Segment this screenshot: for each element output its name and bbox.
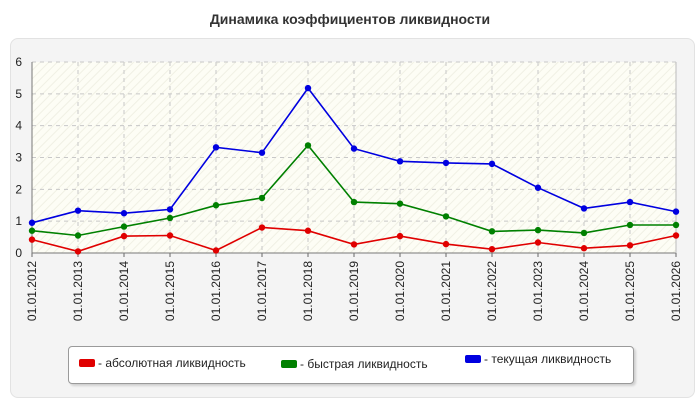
y-tick-label: 2 — [15, 182, 22, 196]
x-tick-label: 01.01.2015 — [163, 261, 177, 321]
y-tick-label: 6 — [15, 55, 22, 69]
x-tick-label: 01.01.2022 — [485, 261, 499, 321]
series-point-0 — [304, 227, 312, 234]
series-point-2 — [120, 210, 128, 217]
series-point-0 — [672, 232, 680, 239]
series-point-0 — [396, 232, 404, 240]
y-tick-label: 1 — [15, 214, 22, 228]
x-tick-label: 01.01.2017 — [255, 261, 269, 321]
legend-item-absolute: - абсолютная ликвидность — [79, 356, 246, 370]
series-point-1 — [396, 200, 404, 207]
y-tick-label: 0 — [15, 246, 22, 260]
series-point-2 — [488, 160, 496, 168]
series-point-2 — [350, 145, 358, 152]
series-point-1 — [350, 198, 358, 206]
series-point-1 — [488, 228, 496, 235]
series-point-2 — [534, 184, 542, 191]
series-point-2 — [28, 219, 36, 226]
x-tick-label: 01.01.2021 — [439, 261, 453, 321]
series-point-2 — [626, 198, 634, 206]
x-tick-label: 01.01.2023 — [531, 261, 545, 321]
legend-swatch-absolute — [79, 359, 95, 367]
x-tick-label: 01.01.2020 — [393, 261, 407, 321]
series-point-0 — [488, 245, 496, 253]
series-point-2 — [258, 149, 266, 156]
series-point-1 — [626, 221, 634, 229]
legend-label-absolute: - абсолютная ликвидность — [98, 356, 246, 370]
series-point-0 — [258, 224, 266, 231]
series-point-1 — [120, 223, 128, 230]
x-tick-label: 01.01.2016 — [209, 261, 223, 321]
series-point-0 — [626, 242, 634, 249]
series-point-1 — [28, 227, 36, 234]
series-point-1 — [212, 202, 220, 209]
series-point-2 — [396, 158, 404, 165]
chart-title: Динамика коэффициентов ликвидности — [209, 11, 491, 27]
legend-swatch-quick — [281, 360, 297, 368]
series-point-2 — [166, 206, 174, 213]
series-point-0 — [442, 240, 450, 248]
x-tick-label: 01.01.2024 — [577, 261, 591, 321]
series-point-0 — [350, 241, 358, 248]
series-point-2 — [580, 205, 588, 212]
legend-item-quick: - быстрая ликвидность — [281, 357, 428, 371]
legend-swatch-current — [465, 355, 481, 363]
series-point-2 — [672, 208, 680, 215]
x-tick-label: 01.01.2019 — [347, 261, 361, 321]
series-point-1 — [580, 229, 588, 237]
legend-item-current: - текущая ликвидность — [465, 352, 611, 366]
series-point-0 — [580, 245, 588, 252]
y-tick-label: 5 — [15, 87, 22, 101]
series-point-1 — [258, 194, 266, 202]
series-point-2 — [212, 144, 220, 151]
series-point-0 — [28, 236, 36, 243]
x-tick-label: 01.01.2018 — [301, 261, 315, 321]
y-tick-label: 3 — [15, 151, 22, 165]
legend-label-current: - текущая ликвидность — [484, 352, 612, 366]
x-tick-label: 01.01.2013 — [71, 261, 85, 321]
series-point-0 — [74, 248, 82, 255]
legend-label-quick: - быстрая ликвидность — [300, 357, 428, 371]
series-point-1 — [534, 226, 542, 234]
y-tick-label: 4 — [15, 119, 22, 133]
series-point-1 — [166, 214, 174, 222]
series-point-0 — [166, 232, 174, 239]
series-point-1 — [74, 232, 82, 239]
series-point-1 — [304, 142, 312, 149]
legend: - абсолютная ликвидность - быстрая ликви… — [68, 346, 634, 384]
series-point-1 — [442, 213, 450, 220]
x-tick-label: 01.01.2025 — [623, 261, 637, 321]
series-point-2 — [442, 159, 450, 167]
x-tick-label: 01.01.2014 — [117, 261, 131, 321]
series-point-0 — [212, 247, 220, 254]
x-tick-label: 01.01.2026 — [669, 261, 683, 321]
series-point-0 — [534, 239, 542, 246]
series-point-2 — [304, 84, 312, 92]
series-point-1 — [672, 221, 680, 229]
series-point-2 — [74, 207, 82, 214]
series-point-0 — [120, 232, 128, 240]
x-tick-label: 01.01.2012 — [25, 261, 39, 321]
